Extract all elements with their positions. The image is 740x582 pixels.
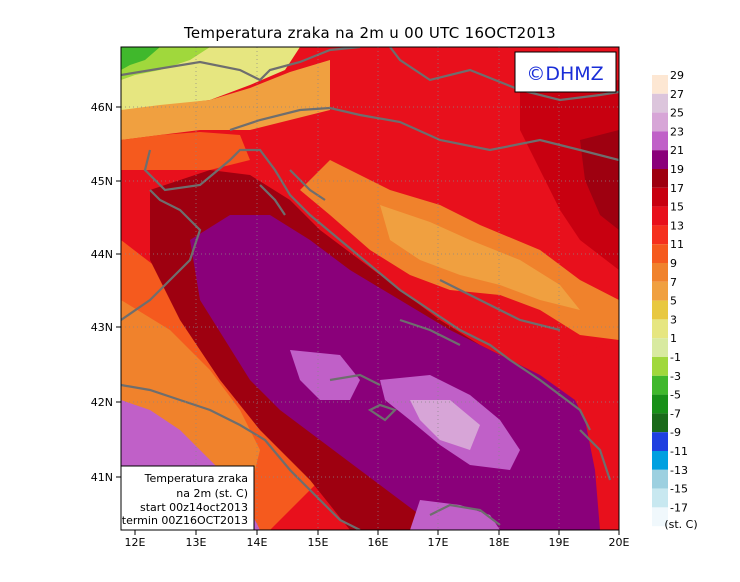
legend-swatch <box>652 244 668 263</box>
legend-label: -15 <box>670 483 688 496</box>
legend-label: -7 <box>670 407 681 420</box>
legend-label: -3 <box>670 370 681 383</box>
lon-label: 17E <box>428 536 449 549</box>
legend-label: 15 <box>670 201 684 214</box>
legend-label: 5 <box>670 295 677 308</box>
legend-unit: (st. C) <box>664 518 697 531</box>
legend-label: 9 <box>670 257 677 270</box>
legend-swatch <box>652 206 668 226</box>
lon-label: 18E <box>489 536 510 549</box>
legend-label: 21 <box>670 144 684 157</box>
legend-label: 25 <box>670 107 684 120</box>
legend-swatch <box>652 357 668 376</box>
legend-swatch <box>652 112 668 132</box>
legend-label: -5 <box>670 389 681 402</box>
legend-swatch <box>652 375 668 395</box>
lat-label: 41N <box>91 471 113 484</box>
legend-label: 27 <box>670 88 684 101</box>
legend-label: 29 <box>670 69 684 82</box>
lon-label: 19E <box>549 536 570 549</box>
legend-label: 3 <box>670 313 677 326</box>
dhmz-logo: ©DHMZ <box>514 51 617 93</box>
legend-swatch <box>652 319 668 339</box>
legend-swatch <box>652 150 668 169</box>
legend-swatch <box>652 75 668 94</box>
legend-swatch <box>652 281 668 301</box>
legend-label: -13 <box>670 464 688 477</box>
map-title: Temperatura zraka na 2m u 00 UTC 16OCT20… <box>183 24 557 42</box>
legend-swatch <box>652 93 668 113</box>
lat-label: 43N <box>91 321 113 334</box>
legend-swatch <box>652 432 668 451</box>
info-box: Temperatura zraka na 2m (st. C) start 00… <box>120 465 255 531</box>
legend-swatch <box>652 507 668 527</box>
legend-swatch <box>652 131 668 151</box>
lon-label: 13E <box>186 536 207 549</box>
legend-label: 7 <box>670 276 677 289</box>
legend-label: -9 <box>670 426 681 439</box>
info-line-2: na 2m (st. C) <box>176 487 248 500</box>
legend-label: -11 <box>670 445 688 458</box>
legend-swatch <box>652 488 668 508</box>
info-line-1: Temperatura zraka <box>144 472 248 485</box>
legend-label: 11 <box>670 238 684 251</box>
legend-swatch <box>652 300 668 320</box>
lat-label: 44N <box>91 248 113 261</box>
lon-label: 15E <box>308 536 329 549</box>
legend-label: -1 <box>670 351 681 364</box>
lon-label: 20E <box>609 536 630 549</box>
info-line-4: termin 00Z16OCT2013 <box>122 514 248 527</box>
legend-label: 1 <box>670 332 677 345</box>
legend-swatch <box>652 263 668 282</box>
lat-label: 46N <box>91 101 113 114</box>
lon-label: 16E <box>368 536 389 549</box>
lon-label: 14E <box>247 536 268 549</box>
legend-swatch <box>652 413 668 433</box>
legend-label: 23 <box>670 125 684 138</box>
logo-text: ©DHMZ <box>526 63 603 85</box>
legend-label: -17 <box>670 501 688 514</box>
legend-swatch <box>652 469 668 489</box>
lon-label: 12E <box>125 536 146 549</box>
legend-label: 13 <box>670 219 684 232</box>
legend-swatch <box>652 169 668 188</box>
legend-swatch <box>652 225 668 245</box>
info-line-3: start 00z14oct2013 <box>140 501 248 514</box>
legend-swatch <box>652 451 668 470</box>
legend-swatch <box>652 338 668 357</box>
legend-swatch <box>652 394 668 414</box>
legend-swatch <box>652 187 668 207</box>
lat-label: 42N <box>91 396 113 409</box>
lat-label: 45N <box>91 175 113 188</box>
legend-label: 19 <box>670 163 684 176</box>
legend-label: 17 <box>670 182 684 195</box>
